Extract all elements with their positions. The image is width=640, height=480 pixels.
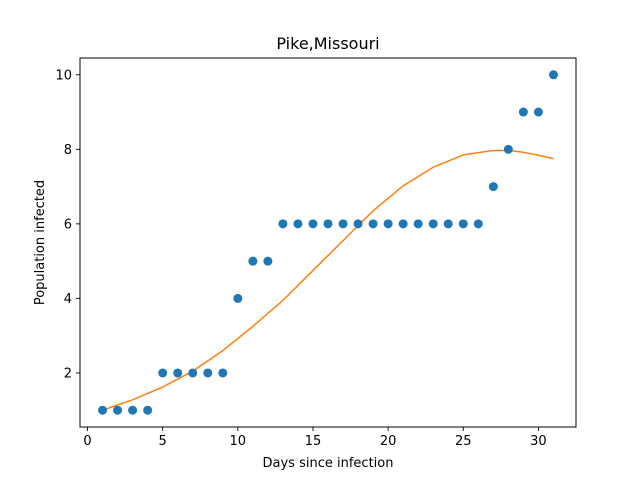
chart-title: Pike,Missouri [276, 34, 379, 53]
data-point [113, 405, 123, 415]
plot-area [98, 70, 558, 415]
data-point [173, 368, 183, 378]
data-point [308, 219, 318, 229]
y-tick-label: 10 [55, 68, 72, 83]
data-point [128, 405, 138, 415]
data-point [443, 219, 453, 229]
x-tick-label: 10 [230, 434, 247, 449]
data-point [293, 219, 303, 229]
data-point [368, 219, 378, 229]
data-point [248, 256, 258, 266]
data-point [143, 405, 153, 415]
data-point [383, 219, 393, 229]
data-point [323, 219, 333, 229]
data-point [518, 107, 528, 117]
data-point [428, 219, 438, 229]
x-tick-label: 15 [305, 434, 322, 449]
data-point [548, 70, 558, 80]
data-point [203, 368, 213, 378]
x-tick-label: 0 [83, 434, 91, 449]
y-tick-label: 4 [64, 292, 72, 307]
data-point [278, 219, 288, 229]
data-point [188, 368, 198, 378]
data-point [218, 368, 228, 378]
data-point [158, 368, 168, 378]
data-point [233, 293, 243, 303]
data-point [263, 256, 273, 266]
plot-frame [79, 57, 577, 428]
x-tick-label: 20 [380, 434, 397, 449]
data-point [413, 219, 423, 229]
y-tick-label: 6 [64, 217, 72, 232]
x-axis: 0 5 10 15 20 25 30 [83, 427, 547, 449]
data-point [353, 219, 363, 229]
data-point [98, 405, 108, 415]
y-axis: 2 4 6 8 10 [55, 68, 80, 381]
fit-curve-line [102, 149, 554, 411]
data-point [533, 107, 543, 117]
data-point [398, 219, 408, 229]
y-tick-label: 2 [64, 366, 72, 381]
x-tick-label: 5 [159, 434, 167, 449]
data-point [488, 182, 498, 192]
y-axis-label: Population infected [33, 180, 48, 305]
x-axis-label: Days since infection [263, 456, 394, 471]
data-point [473, 219, 483, 229]
y-tick-label: 8 [64, 143, 72, 158]
data-point [458, 219, 468, 229]
x-tick-label: 30 [530, 434, 547, 449]
data-point [503, 144, 513, 154]
x-tick-label: 25 [455, 434, 472, 449]
data-point [338, 219, 348, 229]
